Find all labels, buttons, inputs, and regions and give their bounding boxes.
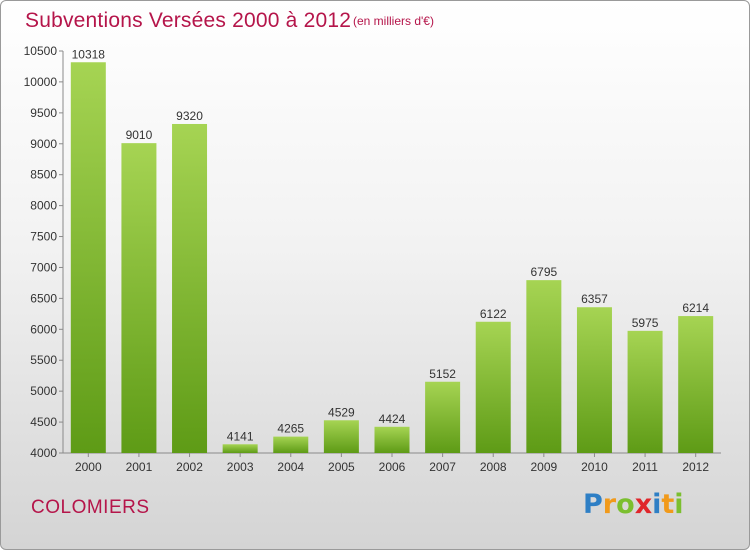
x-tick-label-2008: 2008 [480, 460, 507, 474]
x-tick-label-2012: 2012 [682, 460, 709, 474]
y-tick-label: 5500 [30, 353, 57, 367]
y-tick-label: 4500 [30, 415, 57, 429]
x-tick-label-2006: 2006 [379, 460, 406, 474]
data-label-2012: 6214 [682, 301, 709, 315]
x-tick-label-2001: 2001 [126, 460, 153, 474]
bar-2003[interactable] [222, 444, 258, 453]
data-label-2000: 10318 [72, 47, 106, 61]
chart-unit-subtitle: (en milliers d'€) [353, 14, 434, 28]
y-tick-label: 9500 [30, 106, 57, 120]
y-tick-label: 5000 [30, 384, 57, 398]
bar-2008[interactable] [475, 321, 511, 453]
bar-2006[interactable] [374, 426, 410, 453]
bar-2001[interactable] [121, 143, 157, 454]
x-tick-label-2010: 2010 [581, 460, 608, 474]
y-tick-label: 4000 [30, 446, 57, 460]
bar-2000[interactable] [70, 62, 106, 453]
x-tick-label-2009: 2009 [530, 460, 557, 474]
bar-2012[interactable] [678, 316, 714, 453]
x-tick-label-2005: 2005 [328, 460, 355, 474]
y-tick-label: 6500 [30, 291, 57, 305]
bar-2010[interactable] [576, 307, 612, 453]
data-label-2010: 6357 [581, 292, 608, 306]
y-tick-label: 10500 [24, 44, 58, 58]
x-tick-label-2003: 2003 [227, 460, 254, 474]
data-label-2002: 9320 [176, 109, 203, 123]
data-label-2007: 5152 [429, 367, 456, 381]
data-label-2003: 4141 [227, 429, 254, 443]
y-axis-ticks: 4000 4500 5000 5500 6000 6500 7000 7500 8000 8500… [24, 44, 63, 460]
y-tick-label: 9000 [30, 137, 57, 151]
y-tick-label: 8500 [30, 168, 57, 182]
x-tick-label-2007: 2007 [429, 460, 456, 474]
data-label-2008: 6122 [480, 307, 507, 321]
data-label-2005: 4529 [328, 405, 355, 419]
x-tick-label-2002: 2002 [176, 460, 203, 474]
bar-2011[interactable] [627, 330, 663, 453]
y-tick-label: 6000 [30, 322, 57, 336]
bars-group: 10318 2000 9010 2001 9320 2002 4141 2003 4265 200… [70, 47, 714, 474]
y-tick-label: 7000 [30, 260, 57, 274]
proxiti-logo[interactable]: Proxiti [583, 489, 684, 520]
y-tick-label: 10000 [24, 75, 58, 89]
bar-2009[interactable] [526, 280, 562, 453]
city-name: COLOMIERS [31, 497, 150, 518]
data-label-2009: 6795 [530, 265, 557, 279]
x-tick-label-2004: 2004 [277, 460, 304, 474]
data-label-2011: 5975 [632, 316, 659, 330]
bar-2004[interactable] [273, 436, 309, 453]
bar-2002[interactable] [172, 123, 208, 454]
data-label-2001: 9010 [126, 128, 153, 142]
x-tick-label-2011: 2011 [632, 460, 658, 474]
y-tick-label: 8000 [30, 199, 57, 213]
data-label-2004: 4265 [277, 422, 304, 436]
bar-2007[interactable] [425, 381, 461, 453]
x-tick-label-2000: 2000 [75, 460, 102, 474]
y-tick-label: 7500 [30, 230, 57, 244]
data-label-2006: 4424 [379, 412, 406, 426]
chart-title: Subventions Versées 2000 à 2012 [25, 9, 352, 32]
bar-2005[interactable] [323, 420, 359, 453]
